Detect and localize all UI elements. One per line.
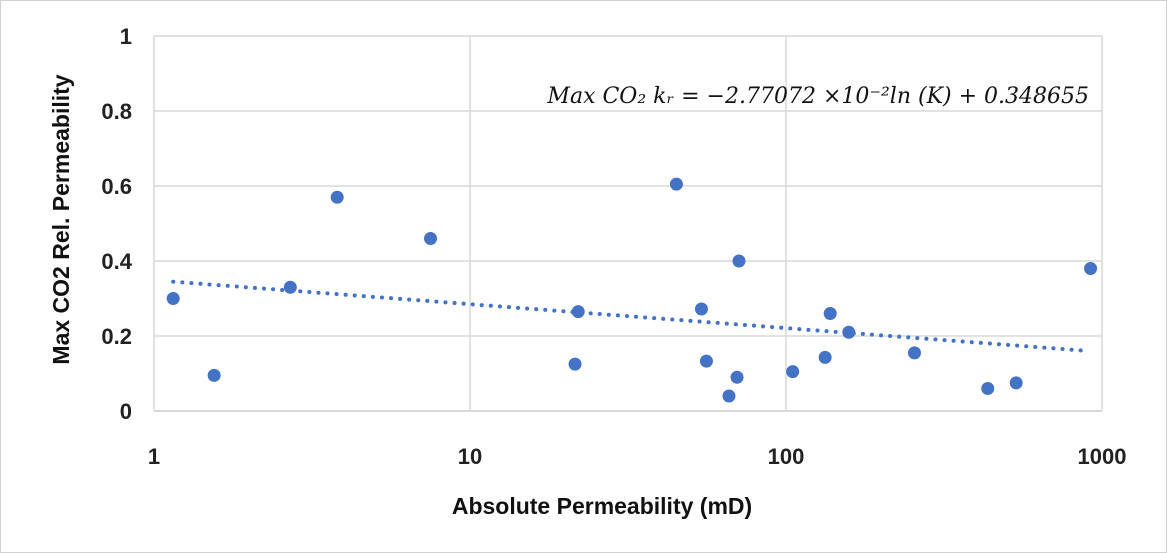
- y-tick-label: 0.8: [101, 99, 132, 124]
- data-point: [694, 302, 708, 316]
- data-point: [732, 254, 746, 268]
- data-point: [669, 177, 683, 191]
- data-point: [722, 389, 736, 403]
- data-point: [907, 346, 921, 360]
- data-point: [823, 307, 837, 320]
- data-point: [207, 368, 221, 382]
- data-point: [166, 292, 180, 305]
- data-point: [842, 325, 856, 339]
- data-point: [330, 190, 344, 204]
- y-tick-label: 1: [120, 24, 132, 49]
- data-point: [1009, 376, 1023, 390]
- trendline-equation: Max CO₂ kᵣ = −2.77072 ×10⁻²ln (K) + 0.34…: [546, 84, 1089, 109]
- y-axis-title: Max CO2 Rel. Permeability: [48, 74, 74, 364]
- data-point: [568, 357, 582, 371]
- data-point: [424, 232, 438, 245]
- y-tick-label: 0: [120, 399, 132, 424]
- data-point: [981, 382, 995, 395]
- trendline: [171, 279, 1090, 353]
- data-point: [1084, 262, 1098, 275]
- data-point: [818, 350, 832, 364]
- y-tick-label: 0.2: [101, 324, 132, 349]
- data-point: [786, 365, 800, 379]
- x-tick-label: 1000: [1078, 444, 1127, 469]
- x-tick-label: 1: [148, 444, 160, 469]
- data-point: [730, 370, 744, 384]
- y-tick-label: 0.4: [101, 249, 132, 274]
- data-point: [283, 280, 297, 294]
- x-tick-label: 10: [458, 444, 482, 469]
- y-tick-label: 0.6: [101, 174, 132, 199]
- x-axis-title: Absolute Permeability (mD): [452, 493, 752, 519]
- data-point: [699, 354, 713, 368]
- data-point: [571, 305, 585, 319]
- x-tick-label: 100: [768, 444, 805, 469]
